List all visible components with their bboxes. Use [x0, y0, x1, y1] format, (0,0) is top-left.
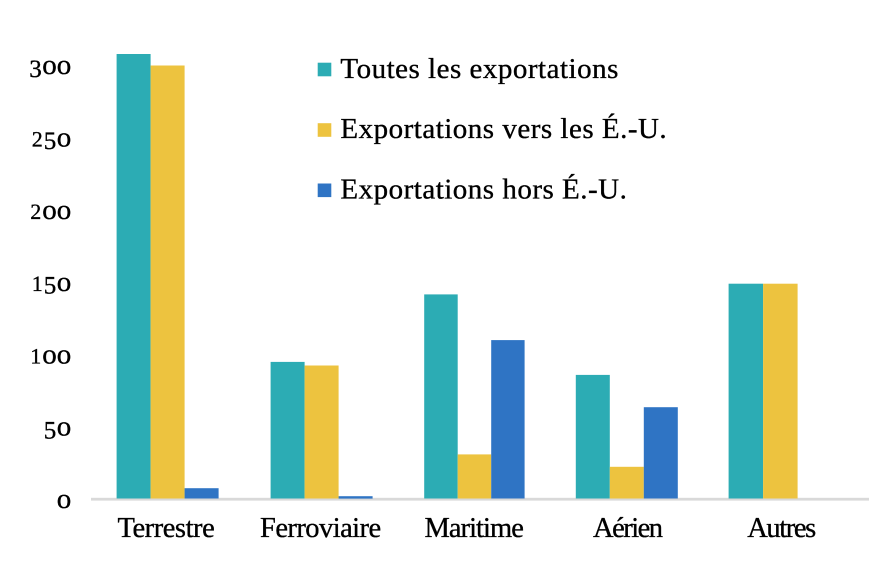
svg-text:25o: 25o	[32, 122, 72, 156]
svg-text:Exportations hors É.-U.: Exportations hors É.-U.	[340, 173, 627, 206]
svg-text:Maritime: Maritime	[424, 513, 523, 544]
svg-text:Autres: Autres	[747, 513, 816, 544]
svg-text:2oo: 2oo	[30, 194, 71, 226]
svg-text:5o: 5o	[44, 411, 72, 445]
svg-text:1oo: 1oo	[30, 338, 71, 370]
svg-text:Ferroviaire: Ferroviaire	[260, 513, 381, 544]
svg-text:15o: 15o	[32, 266, 72, 300]
svg-text:3oo: 3oo	[29, 49, 71, 83]
svg-text:Aérien: Aérien	[593, 513, 663, 544]
svg-text:Toutes les exportations: Toutes les exportations	[340, 53, 618, 85]
svg-text:o: o	[57, 483, 72, 515]
svg-text:Exportations vers les É.-U.: Exportations vers les É.-U.	[340, 112, 667, 145]
svg-text:Terrestre: Terrestre	[117, 513, 214, 544]
